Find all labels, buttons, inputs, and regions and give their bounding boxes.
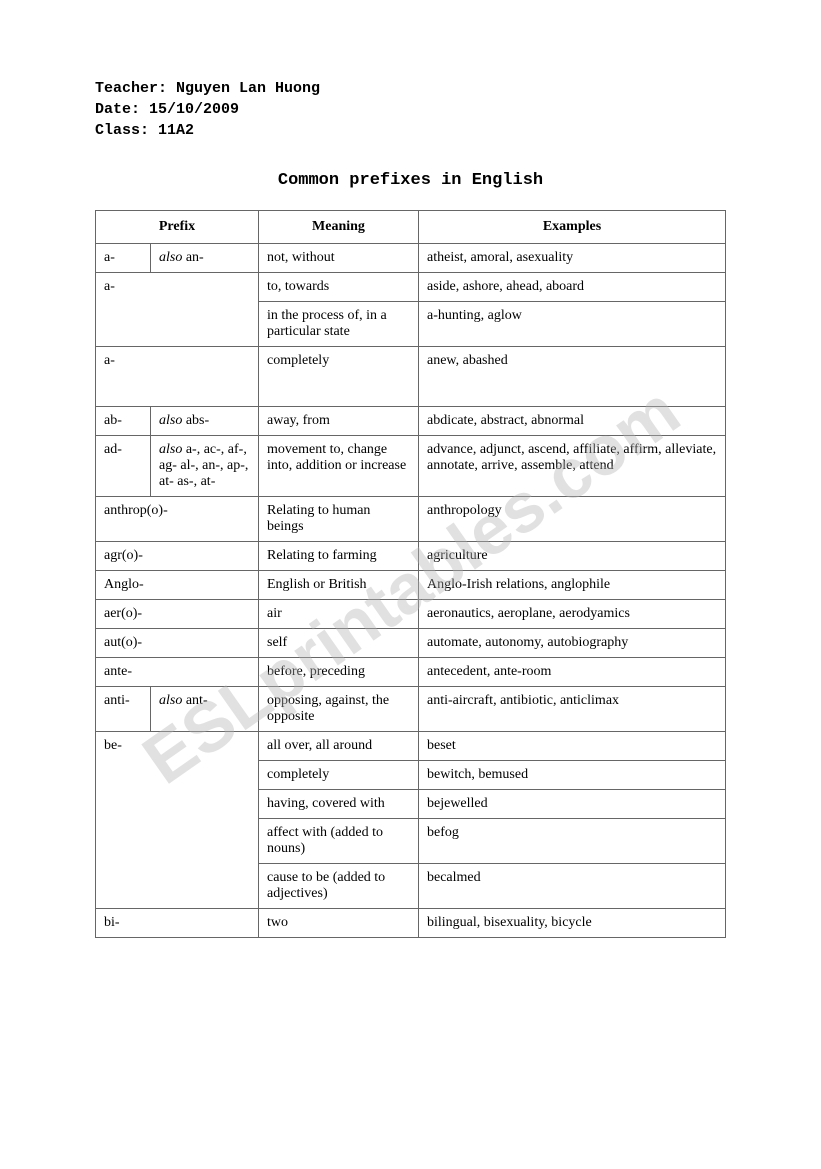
prefix-variant-cell: also abs- — [151, 407, 259, 436]
prefix-cell: aut(o)- — [96, 629, 259, 658]
class-label: Class: — [95, 122, 149, 139]
examples-cell: aeronautics, aeroplane, aerodyamics — [419, 600, 726, 629]
examples-cell: bewitch, bemused — [419, 761, 726, 790]
meaning-cell: Relating to farming — [259, 542, 419, 571]
examples-cell: antecedent, ante-room — [419, 658, 726, 687]
meaning-cell: self — [259, 629, 419, 658]
meaning-cell: opposing, against, the opposite — [259, 687, 419, 732]
table-row: aer(o)-airaeronautics, aeroplane, aerody… — [96, 600, 726, 629]
prefix-variant-cell: also an- — [151, 244, 259, 273]
class-value: 11A2 — [158, 122, 194, 139]
prefix-cell: a- — [96, 347, 259, 407]
prefix-cell: ab- — [96, 407, 151, 436]
examples-cell: a-hunting, aglow — [419, 302, 726, 347]
document-header: Teacher: Nguyen Lan Huong Date: 15/10/20… — [95, 78, 726, 141]
document-title: Common prefixes in English — [95, 171, 726, 190]
table-row: agr(o)-Relating to farmingagriculture — [96, 542, 726, 571]
table-row: ante-before, precedingantecedent, ante-r… — [96, 658, 726, 687]
prefix-cell: a- — [96, 273, 259, 347]
meaning-cell: movement to, change into, addition or in… — [259, 436, 419, 497]
examples-cell: bejewelled — [419, 790, 726, 819]
prefix-cell: agr(o)- — [96, 542, 259, 571]
meaning-cell: in the process of, in a particular state — [259, 302, 419, 347]
examples-cell: becalmed — [419, 864, 726, 909]
table-row: ad-also a-, ac-, af-, ag- al-, an-, ap-,… — [96, 436, 726, 497]
meaning-cell: having, covered with — [259, 790, 419, 819]
meaning-cell: to, towards — [259, 273, 419, 302]
examples-cell: anti-aircraft, antibiotic, anticlimax — [419, 687, 726, 732]
date-line: Date: 15/10/2009 — [95, 99, 726, 120]
teacher-name: Nguyen Lan Huong — [176, 80, 320, 97]
table-row: ab-also abs-away, fromabdicate, abstract… — [96, 407, 726, 436]
table-row: a-to, towardsaside, ashore, ahead, aboar… — [96, 273, 726, 302]
examples-cell: bilingual, bisexuality, bicycle — [419, 909, 726, 938]
meaning-cell: completely — [259, 347, 419, 407]
table-row: be-all over, all aroundbeset — [96, 732, 726, 761]
prefixes-table: Prefix Meaning Examples a-also an-not, w… — [95, 210, 726, 938]
examples-cell: beset — [419, 732, 726, 761]
table-row: a-completelyanew, abashed — [96, 347, 726, 407]
class-line: Class: 11A2 — [95, 120, 726, 141]
prefix-variant-cell: also ant- — [151, 687, 259, 732]
prefix-cell: ad- — [96, 436, 151, 497]
meaning-cell: two — [259, 909, 419, 938]
table-row: anthrop(o)-Relating to human beingsanthr… — [96, 497, 726, 542]
meaning-cell: Relating to human beings — [259, 497, 419, 542]
meaning-cell: away, from — [259, 407, 419, 436]
meaning-cell: English or British — [259, 571, 419, 600]
table-row: a-also an-not, withoutatheist, amoral, a… — [96, 244, 726, 273]
table-header-row: Prefix Meaning Examples — [96, 211, 726, 244]
examples-cell: befog — [419, 819, 726, 864]
meaning-cell: before, preceding — [259, 658, 419, 687]
prefix-cell: anthrop(o)- — [96, 497, 259, 542]
header-meaning: Meaning — [259, 211, 419, 244]
examples-cell: aside, ashore, ahead, aboard — [419, 273, 726, 302]
teacher-label: Teacher: — [95, 80, 167, 97]
table-row: Anglo-English or BritishAnglo-Irish rela… — [96, 571, 726, 600]
date-value: 15/10/2009 — [149, 101, 239, 118]
prefix-cell: ante- — [96, 658, 259, 687]
prefix-cell: a- — [96, 244, 151, 273]
prefix-cell: anti- — [96, 687, 151, 732]
prefix-cell: bi- — [96, 909, 259, 938]
teacher-line: Teacher: Nguyen Lan Huong — [95, 78, 726, 99]
examples-cell: abdicate, abstract, abnormal — [419, 407, 726, 436]
table-row: aut(o)-selfautomate, autonomy, autobiogr… — [96, 629, 726, 658]
meaning-cell: air — [259, 600, 419, 629]
prefix-cell: be- — [96, 732, 259, 909]
date-label: Date: — [95, 101, 140, 118]
prefix-cell: aer(o)- — [96, 600, 259, 629]
meaning-cell: all over, all around — [259, 732, 419, 761]
meaning-cell: not, without — [259, 244, 419, 273]
examples-cell: automate, autonomy, autobiography — [419, 629, 726, 658]
prefix-variant-cell: also a-, ac-, af-, ag- al-, an-, ap-, at… — [151, 436, 259, 497]
meaning-cell: affect with (added to nouns) — [259, 819, 419, 864]
header-prefix: Prefix — [96, 211, 259, 244]
meaning-cell: cause to be (added to adjectives) — [259, 864, 419, 909]
table-body: a-also an-not, withoutatheist, amoral, a… — [96, 244, 726, 938]
table-row: anti-also ant-opposing, against, the opp… — [96, 687, 726, 732]
prefix-cell: Anglo- — [96, 571, 259, 600]
examples-cell: atheist, amoral, asexuality — [419, 244, 726, 273]
examples-cell: anthropology — [419, 497, 726, 542]
examples-cell: advance, adjunct, ascend, affiliate, aff… — [419, 436, 726, 497]
meaning-cell: completely — [259, 761, 419, 790]
examples-cell: Anglo-Irish relations, anglophile — [419, 571, 726, 600]
examples-cell: agriculture — [419, 542, 726, 571]
examples-cell: anew, abashed — [419, 347, 726, 407]
header-examples: Examples — [419, 211, 726, 244]
table-row: bi-twobilingual, bisexuality, bicycle — [96, 909, 726, 938]
